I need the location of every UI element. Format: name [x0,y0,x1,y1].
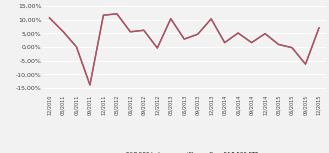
S&P 500 Index [169,18,173,20]
iShares Core S&P 500 ETF [182,38,186,40]
iShares Core S&P 500 ETF [142,29,146,31]
iShares Core S&P 500 ETF [290,47,294,49]
S&P 500 Index [277,43,281,45]
S&P 500 Index [128,31,132,33]
S&P 500 Index [182,38,186,40]
iShares Core S&P 500 ETF [236,32,240,34]
iShares Core S&P 500 ETF [196,33,200,35]
S&P 500 Index [196,33,200,35]
Line: iShares Core S&P 500 ETF: iShares Core S&P 500 ETF [49,14,319,85]
iShares Core S&P 500 ETF [74,46,78,48]
S&P 500 Index [142,29,146,31]
S&P 500 Index [304,63,308,65]
iShares Core S&P 500 ETF [47,17,51,19]
Legend: S&P 500 Index, iShares Core S&P 500 ETF: S&P 500 Index, iShares Core S&P 500 ETF [110,152,258,153]
iShares Core S&P 500 ETF [223,42,227,44]
S&P 500 Index [317,27,321,29]
S&P 500 Index [61,30,65,32]
iShares Core S&P 500 ETF [169,18,173,20]
iShares Core S&P 500 ETF [88,84,92,86]
S&P 500 Index [223,42,227,43]
iShares Core S&P 500 ETF [115,13,119,15]
iShares Core S&P 500 ETF [61,31,65,32]
iShares Core S&P 500 ETF [250,42,254,44]
iShares Core S&P 500 ETF [263,33,267,35]
S&P 500 Index [209,18,213,20]
S&P 500 Index [101,14,105,16]
iShares Core S&P 500 ETF [155,47,159,49]
S&P 500 Index [263,33,267,35]
iShares Core S&P 500 ETF [128,31,132,33]
iShares Core S&P 500 ETF [304,63,308,65]
iShares Core S&P 500 ETF [277,44,281,45]
S&P 500 Index [290,47,294,49]
iShares Core S&P 500 ETF [317,27,321,29]
S&P 500 Index [236,32,240,34]
S&P 500 Index [115,13,119,15]
iShares Core S&P 500 ETF [209,18,213,20]
S&P 500 Index [47,17,51,19]
S&P 500 Index [88,84,92,86]
Line: S&P 500 Index: S&P 500 Index [49,14,319,85]
S&P 500 Index [74,46,78,48]
S&P 500 Index [250,42,254,43]
S&P 500 Index [155,47,159,49]
iShares Core S&P 500 ETF [101,14,105,16]
